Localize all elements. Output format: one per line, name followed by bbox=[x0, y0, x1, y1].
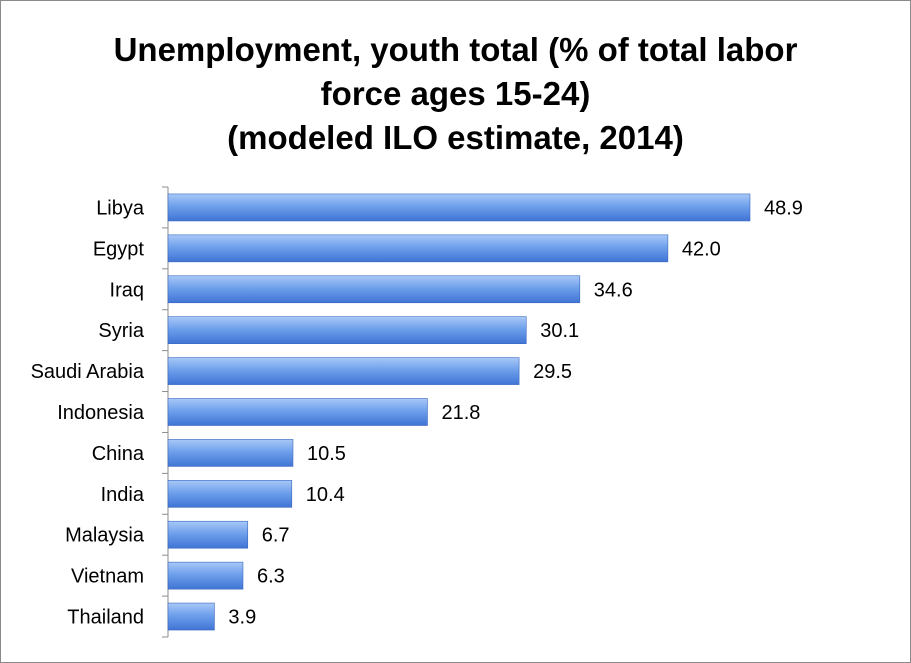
bar-indonesia bbox=[167, 398, 428, 426]
category-label: India bbox=[101, 484, 145, 506]
data-label: 29.5 bbox=[533, 361, 572, 383]
data-label: 6.3 bbox=[257, 566, 285, 588]
category-label: Saudi Arabia bbox=[31, 361, 145, 383]
bar-libya bbox=[167, 193, 751, 222]
data-label: 42.0 bbox=[682, 238, 721, 260]
category-label: Vietnam bbox=[71, 566, 144, 588]
bar-saudi-arabia bbox=[167, 357, 520, 385]
data-label: 34.6 bbox=[594, 279, 633, 301]
category-label: Indonesia bbox=[57, 402, 145, 424]
category-label: Egypt bbox=[93, 238, 145, 260]
bar-vietnam bbox=[167, 561, 244, 590]
data-label: 30.1 bbox=[540, 320, 579, 342]
chart-title: Unemployment, youth total (% of total la… bbox=[0, 28, 911, 160]
data-label: 10.4 bbox=[306, 484, 345, 506]
bar-syria bbox=[167, 316, 527, 344]
chart-title-line-1: Unemployment, youth total (% of total la… bbox=[113, 31, 798, 68]
category-label: China bbox=[92, 443, 145, 465]
chart-title-line-2: force ages 15-24) bbox=[320, 75, 591, 112]
bar-india bbox=[167, 480, 293, 508]
data-label: 10.5 bbox=[307, 443, 346, 465]
category-label: Thailand bbox=[67, 607, 144, 629]
category-label: Malaysia bbox=[65, 525, 145, 547]
data-label: 3.9 bbox=[228, 607, 256, 629]
bar-malaysia bbox=[167, 520, 249, 549]
category-label: Iraq bbox=[110, 279, 144, 301]
chart-title-line-3: (modeled ILO estimate, 2014) bbox=[227, 119, 684, 156]
bar-thailand bbox=[167, 602, 215, 631]
data-label: 6.7 bbox=[262, 525, 290, 547]
bar-iraq bbox=[167, 275, 581, 304]
category-label: Syria bbox=[98, 320, 144, 342]
bar-egypt bbox=[167, 234, 669, 263]
data-label: 21.8 bbox=[441, 402, 480, 424]
category-label: Libya bbox=[96, 197, 145, 219]
data-label: 48.9 bbox=[764, 197, 803, 219]
bar-china bbox=[167, 439, 294, 467]
